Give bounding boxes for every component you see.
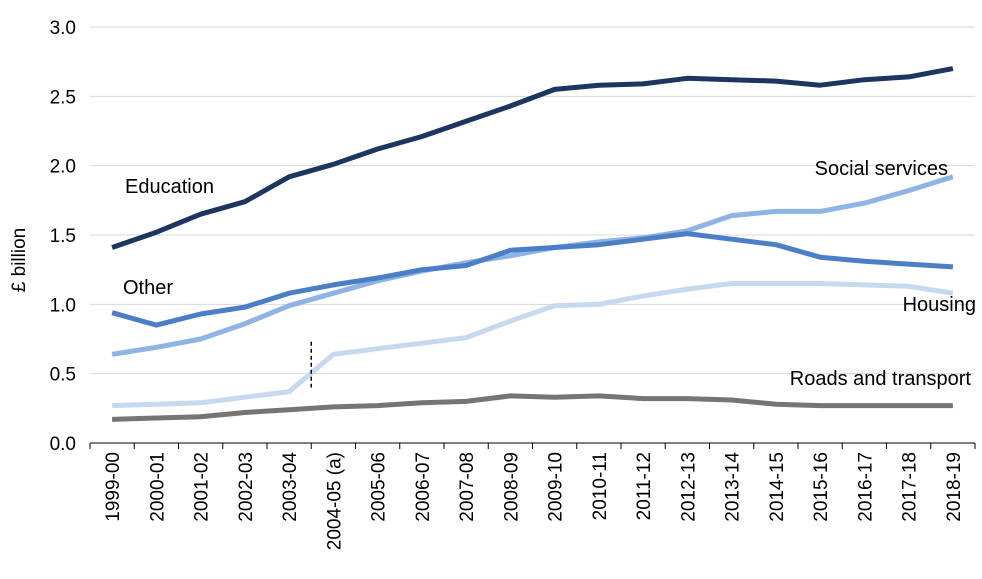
series-line-social-services: [111, 174, 954, 357]
x-tick-label: 2006-07: [413, 452, 434, 522]
x-tick-label: 2004-05 (a): [324, 452, 345, 550]
series-label: Education: [125, 176, 214, 198]
series-label: Roads and transport: [790, 368, 972, 390]
series-line-housing: [112, 281, 954, 409]
y-axis-ticks: 0.0 0.5 1.0 1.5 2.0 2.5 3.0: [50, 18, 76, 455]
y-tick-label: 3.0: [50, 18, 76, 39]
x-tick-label: 2003-04: [280, 452, 301, 522]
x-tick-label: 2012-13: [678, 452, 699, 522]
x-tick-label: 2000-01: [147, 452, 168, 522]
series-line-other: [111, 231, 954, 328]
series-label: Housing: [903, 294, 976, 316]
x-tick-label: 2018-19: [944, 452, 965, 522]
x-tick-label: 2001-02: [192, 452, 213, 522]
y-tick-label: 0.0: [50, 434, 76, 455]
y-tick-label: 1.0: [50, 295, 76, 316]
series-lines: [111, 66, 954, 422]
x-tick-label: 1999-00: [103, 452, 124, 522]
y-tick-label: 2.0: [50, 157, 76, 178]
series-labels: Education Social services Other Housing Road…: [123, 158, 976, 390]
y-tick-label: 2.5: [50, 87, 76, 108]
series-label: Other: [123, 277, 173, 299]
x-tick-label: 2009-10: [546, 452, 567, 522]
y-axis-label: £ billion: [9, 228, 30, 292]
x-tick-label: 2013-14: [723, 452, 744, 522]
x-tick-label: 2005-06: [369, 452, 390, 522]
y-tick-label: 1.5: [50, 226, 76, 247]
x-tick-label: 2002-03: [236, 452, 257, 522]
series-label: Social services: [815, 158, 948, 180]
y-tick-label: 0.5: [50, 365, 76, 386]
x-tick-label: 2010-11: [590, 452, 611, 520]
series-line-education: [111, 66, 954, 250]
x-tick-label: 2016-17: [855, 452, 876, 522]
x-tick-label: 2014-15: [767, 452, 788, 522]
x-tick-label: 2017-18: [900, 452, 921, 522]
x-axis-ticks: 1999-00 2000-01 2001-02 2002-03 2003-04 2004-…: [89, 443, 976, 550]
x-tick-label: 2008-09: [501, 452, 522, 522]
x-tick-label: 2007-08: [457, 452, 478, 522]
x-tick-label: 2015-16: [811, 452, 832, 522]
series-line-roads-and-transport: [112, 393, 953, 422]
x-tick-label: 2011-12: [634, 452, 655, 520]
